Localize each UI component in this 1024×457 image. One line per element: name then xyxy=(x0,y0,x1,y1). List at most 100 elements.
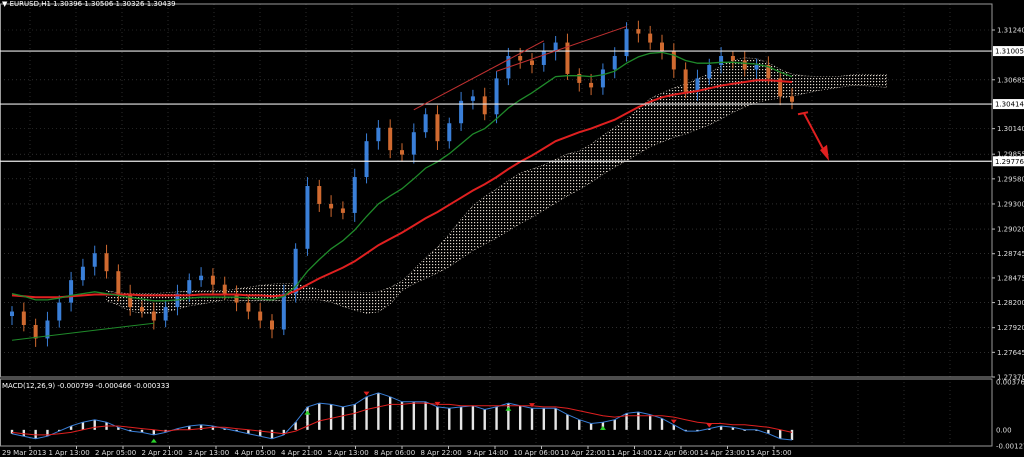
candle-body xyxy=(447,123,452,142)
macd-bar xyxy=(10,429,14,434)
macd-bar xyxy=(530,408,534,430)
buy-arrow-icon xyxy=(599,425,606,430)
macd-bar xyxy=(719,426,723,430)
macd-bar xyxy=(778,429,782,439)
macd-bar xyxy=(660,418,664,430)
level-label-box xyxy=(993,156,1024,167)
macd-bar xyxy=(270,429,274,439)
ema-fast-line xyxy=(11,51,793,302)
macd-bar xyxy=(117,427,120,430)
macd-line xyxy=(11,392,793,441)
macd-bar xyxy=(353,404,356,430)
dropdown-triangle-icon[interactable]: ▼ xyxy=(2,0,8,8)
candle-body xyxy=(766,64,771,79)
candle-body xyxy=(636,29,641,34)
symbol-label: EURUSD,H1 xyxy=(9,0,51,8)
macd-bar xyxy=(306,406,309,430)
time-tick-label: 2 Apr 21:00 xyxy=(142,449,183,457)
candle-body xyxy=(754,64,759,70)
candle-body xyxy=(518,56,523,61)
macd-header: MACD(12,26,9) -0.000799 -0.000466 -0.000… xyxy=(2,382,170,390)
arrow-bar xyxy=(797,111,809,116)
macd-bar xyxy=(199,424,203,430)
macd-bar xyxy=(471,405,475,430)
macd-signal-line xyxy=(11,402,793,436)
symbol-header: ▼ EURUSD,H1 1.30396 1.30506 1.30326 1.30… xyxy=(2,0,176,8)
level-label-box xyxy=(993,99,1024,110)
macd-bar xyxy=(448,408,451,430)
macd-bar xyxy=(589,423,593,430)
candle-body xyxy=(116,271,121,294)
candlesticks xyxy=(10,20,794,347)
macd-bar xyxy=(365,396,368,430)
macd-bar xyxy=(258,429,262,437)
candle-body xyxy=(577,73,582,83)
macd-bar xyxy=(743,429,746,431)
upper-trend-line xyxy=(496,25,627,72)
time-axis: 29 Mar 2013 1 Apr 13:00 2 Apr 05:00 2 Apr 2… xyxy=(2,446,792,457)
macd-bar xyxy=(507,403,510,430)
macd-bar xyxy=(672,424,676,430)
candle-body xyxy=(541,51,546,65)
macd-bar xyxy=(412,401,416,430)
macd-bar xyxy=(46,429,49,437)
buy-arrow-icon xyxy=(150,438,157,443)
macd-bar xyxy=(176,428,179,430)
macd-bar xyxy=(696,429,699,432)
candle-body xyxy=(281,293,286,330)
candle-body xyxy=(128,293,133,308)
time-tick-label: 10 Apr 22:00 xyxy=(560,449,606,457)
macd-tick-label: -0.001271 xyxy=(996,443,1024,451)
macd-bar xyxy=(22,429,26,437)
candle-body xyxy=(21,311,26,325)
candle-body xyxy=(778,78,783,97)
macd-bar xyxy=(341,406,345,430)
candle-body xyxy=(364,141,369,178)
macd-tick-label: 0.003766 xyxy=(996,378,1024,386)
macd-bar xyxy=(318,403,321,430)
candle-body xyxy=(376,127,381,142)
macd-bar xyxy=(578,419,581,430)
candle-body xyxy=(210,275,215,285)
candle-body xyxy=(199,275,204,281)
candle-body xyxy=(671,51,676,70)
candle-body xyxy=(246,302,251,312)
candle-body xyxy=(600,69,605,88)
grid xyxy=(0,3,993,447)
time-tick-label: 14 Apr 23:00 xyxy=(700,449,746,457)
macd-bar xyxy=(424,401,427,430)
candle-body xyxy=(140,307,144,312)
macd-bar xyxy=(329,404,333,430)
time-tick-label: 29 Mar 2013 xyxy=(2,449,46,457)
macd-panel: 0.003766 0.00 -0.001271 xyxy=(10,378,1024,451)
candle-body xyxy=(104,253,109,272)
candle-body xyxy=(69,280,74,303)
candle-body xyxy=(423,114,428,133)
candle-body xyxy=(660,42,664,52)
candle-body xyxy=(10,311,14,317)
price-tick-label: 1.31240 xyxy=(997,27,1024,35)
candle-body xyxy=(730,56,735,61)
candle-body xyxy=(45,320,50,339)
macd-bar xyxy=(128,429,132,432)
macd-bar xyxy=(566,414,569,430)
ichimoku-cloud xyxy=(106,57,887,314)
candle-body xyxy=(92,253,97,267)
candle-body xyxy=(624,29,629,57)
sell-arrow-icon xyxy=(706,423,713,428)
macd-bar xyxy=(542,408,546,430)
candle-body xyxy=(553,42,558,52)
price-tick-label: 1.29580 xyxy=(997,175,1024,183)
candle-body xyxy=(80,266,85,281)
time-tick-label: 1 Apr 13:00 xyxy=(49,449,90,457)
candle-body xyxy=(317,186,322,204)
candle-body xyxy=(695,78,700,92)
macd-bar xyxy=(400,401,404,430)
candle-body xyxy=(683,69,688,92)
macd-bar xyxy=(223,428,226,430)
macd-bar xyxy=(495,406,498,430)
time-tick-label: 9 Apr 14:00 xyxy=(467,449,508,457)
candle-body xyxy=(222,284,227,294)
candle-body xyxy=(270,320,274,330)
